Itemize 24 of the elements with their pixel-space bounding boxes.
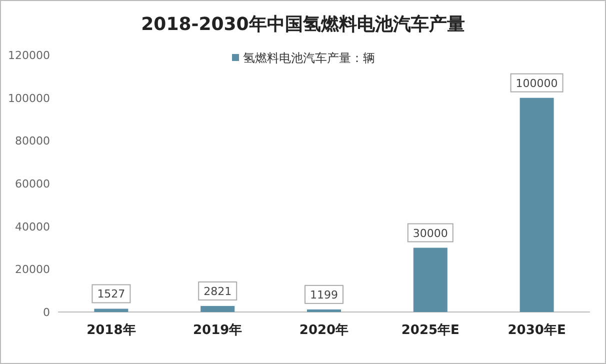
- x-tick-label: 2019年: [193, 323, 242, 338]
- chart-title: 2018-2030年中国氢燃料电池汽车产量: [141, 14, 465, 35]
- bar: [413, 248, 448, 312]
- y-tick-label: 60000: [15, 178, 50, 190]
- data-label: 1199: [310, 288, 338, 302]
- y-tick-label: 100000: [8, 92, 50, 105]
- legend-label: 氢燃料电池汽车产量：辆: [243, 51, 375, 65]
- x-tick-label: 2018年: [86, 323, 136, 338]
- y-tick-label: 120000: [8, 49, 50, 62]
- bar: [200, 306, 235, 312]
- bar: [307, 309, 341, 312]
- data-label: 30000: [412, 226, 448, 240]
- y-tick-label: 20000: [15, 263, 50, 276]
- x-tick-label: 2020年: [299, 323, 349, 338]
- bar: [94, 308, 128, 312]
- x-tick-label: 2030年E: [508, 323, 566, 338]
- data-label: 2821: [204, 284, 232, 298]
- y-tick-label: 80000: [15, 134, 50, 148]
- x-tick-label: 2025年E: [401, 323, 460, 338]
- y-tick-label: 40000: [15, 220, 50, 234]
- bar: [520, 98, 554, 312]
- data-label: 1527: [97, 288, 126, 301]
- data-label: 100000: [516, 76, 558, 90]
- y-tick-label: 0: [43, 306, 50, 319]
